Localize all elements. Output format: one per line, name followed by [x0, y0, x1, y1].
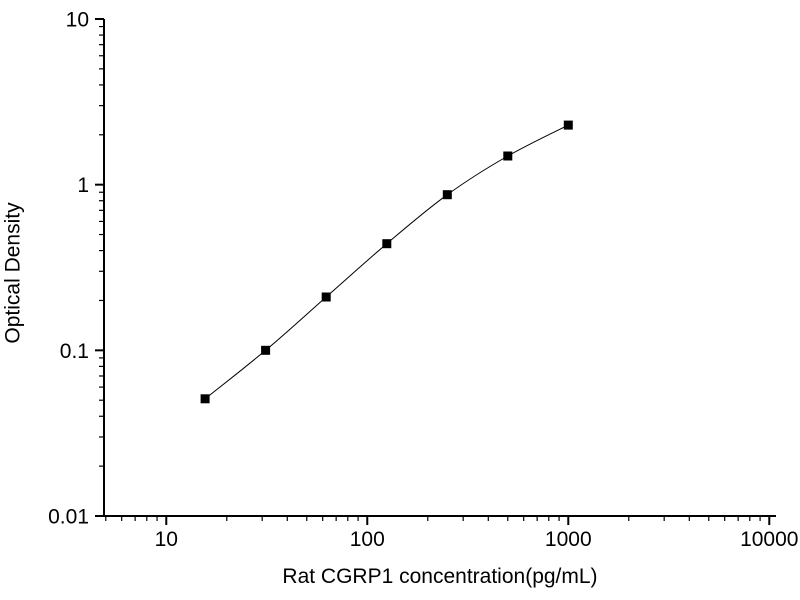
data-point-marker	[563, 120, 573, 130]
series-line	[204, 124, 569, 400]
data-point-marker	[200, 394, 210, 404]
y-axis-title: Optical Density	[1, 202, 25, 344]
data-point-marker	[261, 345, 271, 355]
axes	[103, 19, 776, 517]
y-tick-label: 0.01	[48, 506, 89, 529]
y-tick-label: 10	[66, 9, 89, 32]
x-tick-label: 1000	[545, 528, 592, 551]
data-point-marker	[503, 151, 513, 161]
data-point-marker	[321, 292, 331, 302]
tick-labels: 10 100 1000 10000 0.01 0.1 1 10	[48, 9, 798, 551]
data-point-marker	[442, 190, 452, 200]
x-tick-label: 100	[350, 528, 385, 551]
x-axis-title: Rat CGRP1 concentration(pg/mL)	[282, 565, 598, 588]
y-tick-label: 0.1	[60, 340, 89, 363]
x-tick-label: 10000	[740, 528, 798, 551]
tick-marks	[95, 18, 771, 525]
data-point-marker	[382, 239, 392, 249]
y-tick-label: 1	[77, 174, 89, 197]
data-series	[200, 120, 573, 404]
x-tick-label: 10	[155, 528, 178, 551]
